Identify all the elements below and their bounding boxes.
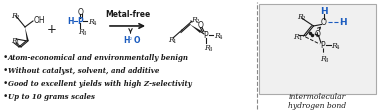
Text: 2: 2 [15, 15, 19, 20]
Text: R: R [191, 16, 197, 24]
Text: 4: 4 [93, 21, 96, 26]
Text: 3: 3 [82, 31, 86, 36]
Text: Atom-economical and environmentally benign: Atom-economical and environmentally beni… [8, 53, 189, 61]
Text: 1: 1 [172, 39, 176, 44]
Text: O: O [78, 8, 84, 17]
Polygon shape [190, 25, 201, 34]
Text: O: O [314, 30, 321, 39]
Text: O: O [321, 18, 327, 27]
Text: P: P [320, 41, 325, 50]
Text: R: R [168, 36, 174, 44]
Text: OH: OH [34, 16, 46, 25]
Text: Without catalyst, solvent, and additive: Without catalyst, solvent, and additive [8, 66, 160, 74]
Text: Up to 10 grams scales: Up to 10 grams scales [8, 92, 95, 100]
Polygon shape [25, 28, 29, 42]
Text: H: H [123, 36, 130, 45]
Text: •: • [3, 79, 8, 88]
Text: •: • [3, 66, 8, 75]
Text: Metal-free: Metal-free [105, 10, 150, 19]
Text: R: R [11, 12, 17, 20]
Text: Good to excellent yields with high Z-selectivity: Good to excellent yields with high Z-sel… [8, 79, 192, 87]
Text: H: H [339, 18, 346, 27]
Text: P: P [204, 31, 208, 40]
Text: O: O [133, 36, 140, 45]
Text: R: R [204, 44, 210, 52]
Text: •: • [3, 53, 8, 62]
Text: R: R [332, 42, 337, 50]
Text: 3: 3 [209, 46, 212, 52]
Text: •: • [3, 92, 8, 100]
Text: +: + [47, 23, 57, 36]
Text: 2: 2 [195, 19, 199, 24]
Text: P: P [77, 17, 83, 26]
Text: R: R [293, 33, 299, 41]
Text: ₂: ₂ [130, 36, 132, 41]
Text: H: H [320, 7, 327, 16]
Text: 1: 1 [298, 36, 302, 41]
Text: R: R [78, 28, 84, 36]
Text: R: R [297, 13, 303, 21]
Text: R: R [214, 32, 220, 40]
Text: intermolecular
hydrogen bond: intermolecular hydrogen bond [288, 93, 347, 110]
Text: 1: 1 [15, 40, 19, 45]
Text: H: H [68, 17, 74, 26]
Text: 4: 4 [218, 35, 222, 40]
Text: R: R [11, 37, 17, 45]
Text: 3: 3 [325, 57, 328, 62]
Text: O: O [198, 21, 204, 30]
Text: 4: 4 [336, 45, 339, 50]
Text: 2: 2 [302, 16, 305, 21]
Text: R: R [321, 54, 326, 62]
FancyBboxPatch shape [259, 5, 376, 94]
Text: R: R [88, 18, 94, 26]
